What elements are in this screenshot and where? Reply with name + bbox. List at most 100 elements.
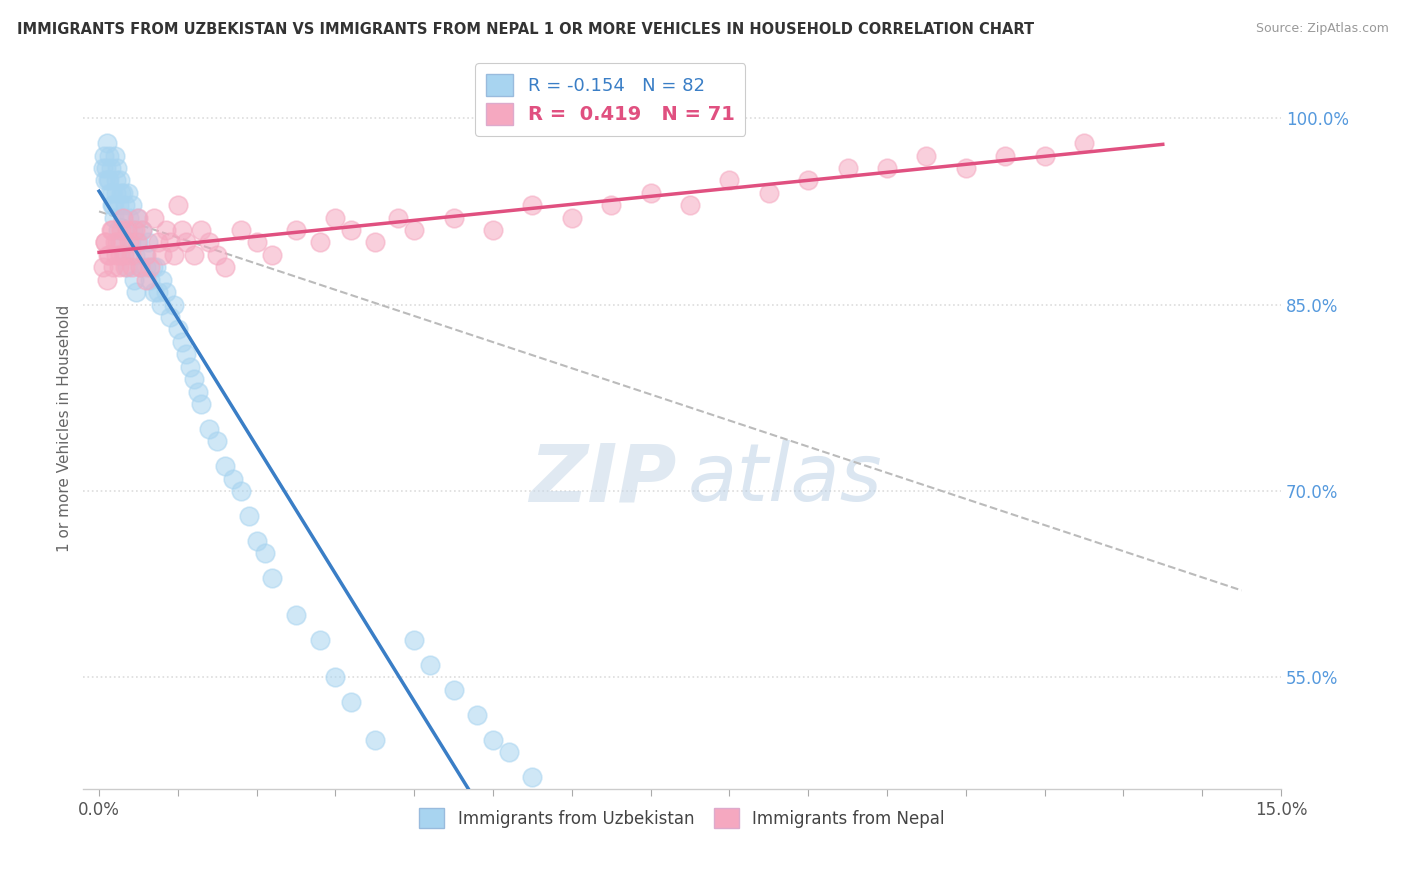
Point — [364, 732, 387, 747]
Point — [159, 310, 181, 324]
Point — [120, 248, 142, 262]
Point — [149, 297, 172, 311]
Point — [94, 173, 117, 187]
Point — [482, 732, 505, 747]
Point — [135, 248, 157, 262]
Point — [118, 235, 141, 250]
Point — [139, 273, 162, 287]
Point — [111, 211, 134, 225]
Text: IMMIGRANTS FROM UZBEKISTAN VS IMMIGRANTS FROM NEPAL 1 OR MORE VEHICLES IN HOUSEH: IMMIGRANTS FROM UZBEKISTAN VS IMMIGRANTS… — [17, 22, 1033, 37]
Point — [110, 248, 132, 262]
Point — [166, 322, 188, 336]
Point — [129, 260, 152, 275]
Point — [145, 260, 167, 275]
Point — [797, 173, 820, 187]
Point — [134, 248, 156, 262]
Point — [150, 248, 173, 262]
Point — [98, 173, 121, 187]
Point — [122, 223, 145, 237]
Point — [308, 235, 330, 250]
Point — [198, 235, 221, 250]
Point — [103, 198, 125, 212]
Point — [174, 347, 197, 361]
Point — [308, 633, 330, 648]
Point — [640, 186, 662, 200]
Point — [150, 273, 173, 287]
Point — [155, 285, 177, 300]
Point — [93, 148, 115, 162]
Text: Source: ZipAtlas.com: Source: ZipAtlas.com — [1256, 22, 1389, 36]
Point — [124, 223, 146, 237]
Point — [229, 223, 252, 237]
Point — [404, 633, 426, 648]
Point — [135, 260, 157, 275]
Point — [121, 198, 143, 212]
Point — [246, 235, 269, 250]
Point — [955, 161, 977, 175]
Point — [104, 235, 127, 250]
Point — [97, 173, 120, 187]
Point — [100, 161, 122, 175]
Point — [285, 223, 308, 237]
Point — [186, 384, 208, 399]
Text: ZIP: ZIP — [529, 441, 676, 518]
Point — [96, 273, 118, 287]
Point — [110, 223, 132, 237]
Point — [1073, 136, 1095, 150]
Point — [465, 707, 488, 722]
Point — [253, 546, 276, 560]
Point — [837, 161, 859, 175]
Point — [139, 260, 162, 275]
Point — [143, 211, 166, 225]
Point — [146, 235, 169, 250]
Point — [163, 248, 186, 262]
Point — [876, 161, 898, 175]
Point — [122, 273, 145, 287]
Point — [107, 198, 129, 212]
Point — [183, 248, 205, 262]
Point — [340, 223, 363, 237]
Point — [758, 186, 780, 200]
Point — [94, 235, 117, 250]
Point — [325, 670, 347, 684]
Point — [142, 260, 165, 275]
Point — [170, 334, 193, 349]
Point — [104, 148, 127, 162]
Point — [135, 273, 157, 287]
Point — [93, 235, 115, 250]
Point — [207, 434, 229, 449]
Point — [115, 223, 138, 237]
Point — [114, 260, 136, 275]
Point — [443, 682, 465, 697]
Point — [166, 198, 188, 212]
Point — [125, 211, 148, 225]
Point — [120, 235, 142, 250]
Point — [103, 260, 125, 275]
Point — [100, 223, 122, 237]
Point — [718, 173, 741, 187]
Point — [183, 372, 205, 386]
Point — [131, 223, 153, 237]
Point — [170, 223, 193, 237]
Point — [105, 235, 128, 250]
Point — [190, 397, 212, 411]
Point — [105, 248, 128, 262]
Point — [101, 186, 124, 200]
Point — [111, 211, 134, 225]
Point — [207, 248, 229, 262]
Point — [146, 285, 169, 300]
Point — [125, 235, 148, 250]
Point — [127, 235, 149, 250]
Point — [214, 459, 236, 474]
Point — [115, 223, 138, 237]
Point — [262, 248, 284, 262]
Point — [129, 260, 152, 275]
Point — [107, 223, 129, 237]
Point — [482, 223, 505, 237]
Point — [98, 186, 121, 200]
Point — [246, 533, 269, 548]
Y-axis label: 1 or more Vehicles in Household: 1 or more Vehicles in Household — [58, 305, 72, 552]
Point — [105, 186, 128, 200]
Point — [174, 235, 197, 250]
Point — [143, 285, 166, 300]
